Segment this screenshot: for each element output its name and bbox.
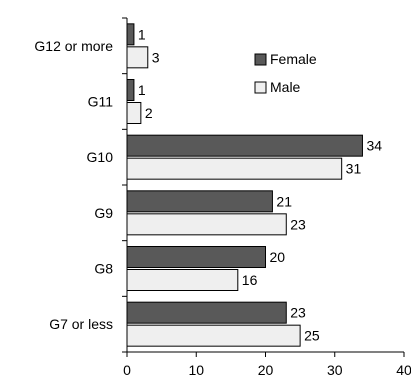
x-tick-label-0: 0	[123, 362, 131, 378]
bar-male-5	[126, 269, 239, 291]
legend: Female Male	[254, 51, 317, 95]
category-label-2: G11	[88, 94, 114, 110]
category-label-4: G9	[94, 205, 113, 221]
value-label-male-5: 16	[242, 272, 258, 288]
x-tick-label-1: 10	[188, 362, 204, 378]
value-label-male-6: 25	[304, 328, 320, 344]
x-tick-label-4: 40	[396, 362, 411, 378]
value-label-female-3: 34	[366, 138, 382, 154]
legend-label-male: Male	[270, 79, 301, 95]
value-label-male-2: 2	[145, 105, 153, 121]
bar-male-6	[126, 324, 301, 347]
bar-female-4	[126, 190, 273, 213]
category-label-3: G10	[87, 149, 114, 165]
category-labels-layer: G12 or more G11 G10 G9 G8 G7 or less	[34, 38, 113, 332]
category-label-1: G12 or more	[34, 38, 113, 54]
value-label-female-2: 1	[138, 82, 146, 98]
legend-label-female: Female	[270, 51, 317, 67]
x-tick-label-3: 30	[327, 362, 343, 378]
bar-female-1	[126, 23, 135, 46]
bars-layer	[126, 23, 363, 347]
value-label-female-4: 21	[276, 193, 292, 209]
bar-male-4	[126, 213, 287, 236]
bar-female-6	[126, 301, 287, 324]
bar-female-3	[126, 134, 363, 157]
bar-male-2	[126, 102, 142, 124]
axes-layer: 0 10 20 30 40	[122, 17, 411, 378]
category-label-6: G7 or less	[49, 316, 113, 332]
value-label-male-3: 31	[346, 161, 362, 177]
value-label-female-1: 1	[138, 26, 146, 42]
value-label-male-4: 23	[290, 216, 306, 232]
value-label-female-5: 20	[270, 249, 286, 265]
x-tick-label-2: 20	[258, 362, 274, 378]
value-label-male-1: 3	[152, 49, 160, 65]
bar-female-2	[126, 79, 135, 101]
bar-female-5	[126, 246, 266, 268]
legend-swatch-male	[254, 81, 267, 94]
category-label-5: G8	[94, 261, 113, 277]
value-label-female-6: 23	[290, 305, 306, 321]
bar-male-3	[126, 157, 343, 180]
legend-swatch-female	[254, 53, 267, 66]
bar-male-1	[126, 46, 149, 69]
